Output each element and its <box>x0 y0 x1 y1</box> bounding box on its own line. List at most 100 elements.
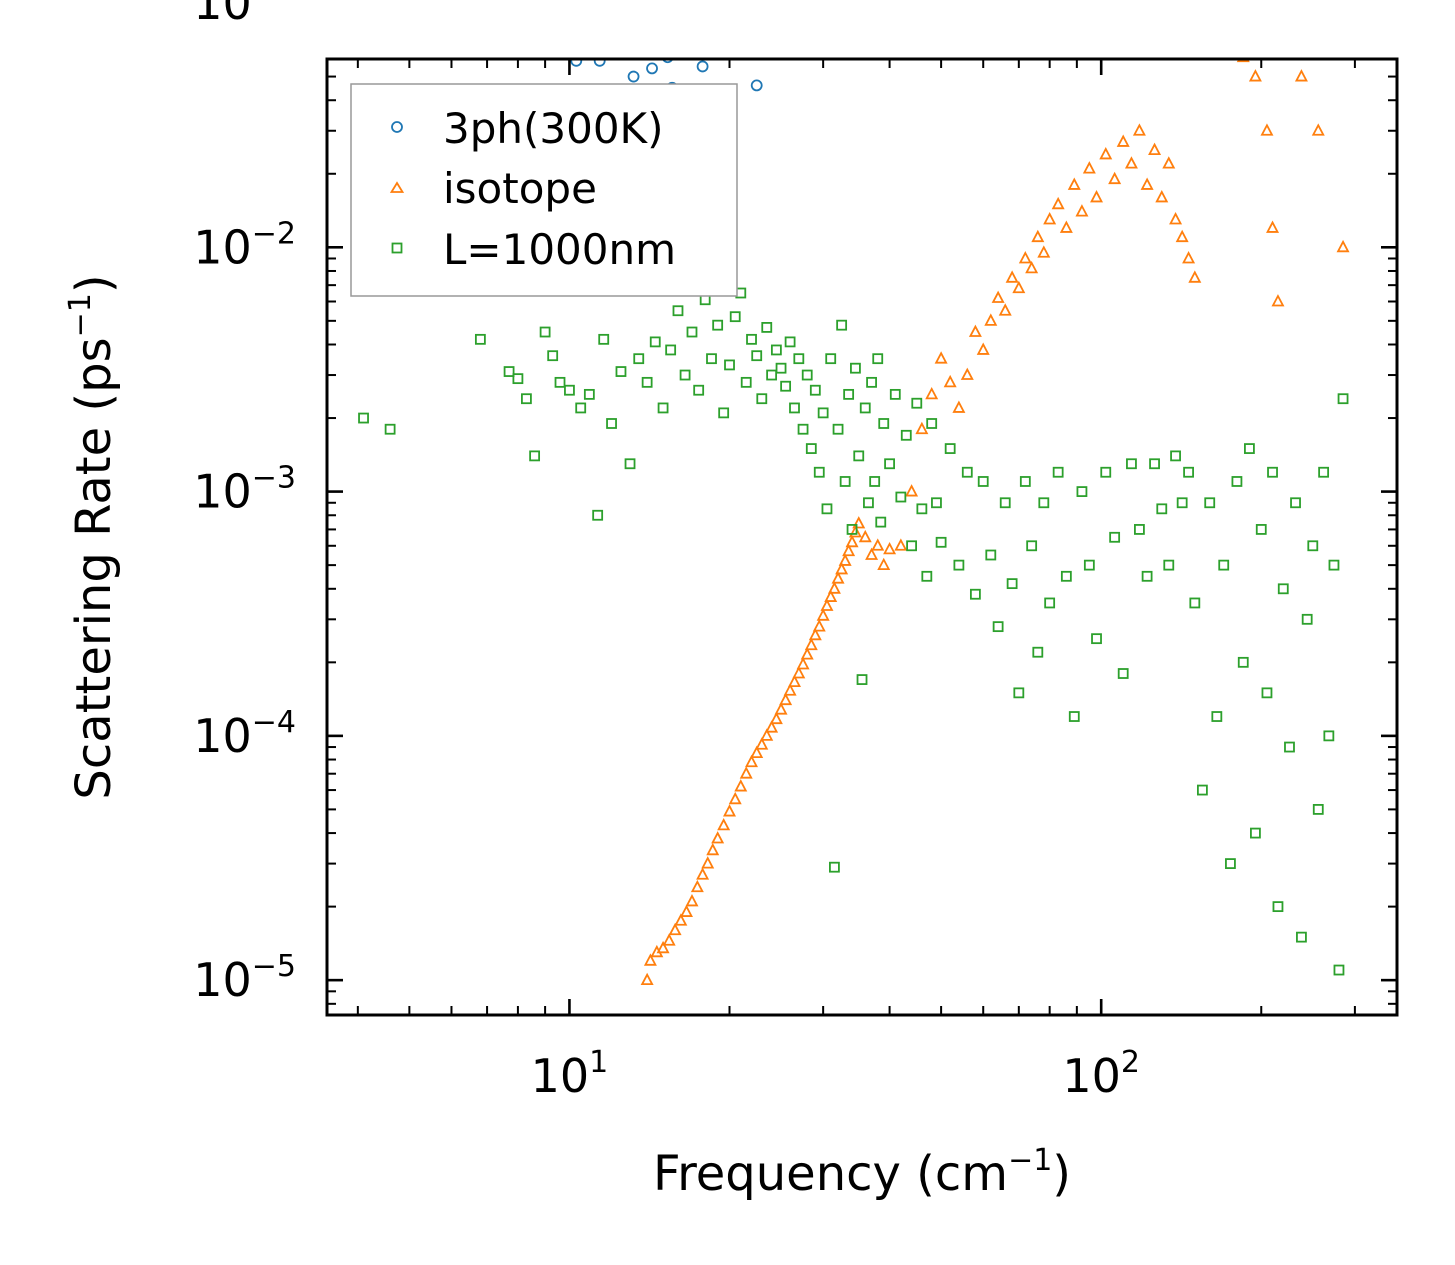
point-l1000nm <box>633 353 645 365</box>
point-l1000nm <box>1176 497 1188 509</box>
point-l1000nm <box>872 353 884 365</box>
point-isotope <box>1018 251 1032 264</box>
point-isotope <box>696 867 710 880</box>
point-l1000nm <box>775 362 787 374</box>
point-isotope <box>1336 239 1350 253</box>
point-l1000nm <box>606 418 617 429</box>
point-l1000nm <box>1267 466 1278 478</box>
point-l1000nm <box>1328 559 1340 571</box>
point-l1000nm <box>1277 583 1289 595</box>
point-isotope <box>1116 134 1130 147</box>
point-l1000nm <box>718 407 730 419</box>
point-l1000nm <box>766 369 778 381</box>
point-l1000nm <box>916 503 928 515</box>
point-l1000nm <box>1204 497 1216 509</box>
point-l1000nm <box>657 402 669 414</box>
point-l1000nm <box>1083 559 1095 571</box>
point-l1000nm <box>575 402 587 414</box>
point-isotope <box>905 484 919 497</box>
point-isotope <box>1236 59 1250 63</box>
legend-marker-3ph <box>391 121 403 133</box>
point-isotope <box>755 737 769 750</box>
point-isotope <box>808 627 822 641</box>
point-isotope <box>706 842 720 856</box>
point-l1000nm <box>969 588 981 600</box>
point-l1000nm <box>1183 466 1194 478</box>
point-isotope <box>877 557 891 571</box>
point-isotope <box>934 351 948 364</box>
point-l1000nm <box>547 350 559 362</box>
point-l1000nm <box>1060 570 1072 582</box>
point-isotope <box>1090 190 1104 203</box>
point-isotope <box>848 525 862 538</box>
legend-marker-isotope <box>389 181 405 193</box>
point-l1000nm <box>554 376 566 388</box>
point-isotope <box>1082 161 1096 174</box>
point-isotope <box>991 290 1005 303</box>
point-l1000nm <box>869 476 881 487</box>
point-l1000nm <box>1032 646 1044 658</box>
point-isotope <box>871 538 885 551</box>
point-l1000nm <box>884 458 895 470</box>
point-isotope <box>723 804 737 817</box>
legend-label-3ph: 3ph(300K) <box>443 104 663 153</box>
point-isotope <box>1025 260 1039 274</box>
point-l1000nm <box>875 516 887 528</box>
point-isotope <box>668 922 682 936</box>
legend: 3ph(300K) isotope L=1000nm <box>350 83 738 297</box>
point-l1000nm <box>1290 497 1301 509</box>
legend-item-isotope: isotope <box>389 164 597 213</box>
point-l1000nm <box>521 393 532 405</box>
x-tick-label: 101 <box>531 1045 609 1103</box>
point-isotope <box>812 619 826 632</box>
point-l1000nm <box>1231 476 1243 487</box>
y-tick-label: 10−1 <box>193 0 296 30</box>
y-tick-label: 10−5 <box>193 949 296 1007</box>
point-3ph <box>621 24 631 34</box>
point-l1000nm <box>592 509 604 521</box>
point-isotope <box>728 791 742 805</box>
point-l1000nm <box>474 333 486 345</box>
point-isotope <box>943 374 957 388</box>
point-l1000nm <box>911 397 923 409</box>
point-l1000nm <box>1312 804 1324 815</box>
point-isotope <box>1124 156 1138 169</box>
point-isotope <box>883 541 897 555</box>
point-3ph <box>524 47 534 57</box>
point-l1000nm <box>1013 687 1025 699</box>
point-isotope <box>824 589 838 602</box>
point-isotope <box>1043 212 1057 225</box>
point-l1000nm <box>1318 466 1330 478</box>
legend-label-isotope: isotope <box>443 164 597 213</box>
point-l1000nm <box>539 326 551 338</box>
point-l1000nm <box>1163 559 1175 571</box>
point-isotope <box>1132 123 1146 136</box>
point-isotope <box>1148 142 1162 155</box>
point-3ph <box>646 62 658 75</box>
point-isotope <box>842 543 856 557</box>
point-l1000nm <box>529 450 541 462</box>
point-isotope <box>1175 229 1189 243</box>
point-isotope <box>788 674 801 687</box>
point-isotope <box>745 754 759 768</box>
point-isotope <box>1059 220 1073 233</box>
point-isotope <box>820 598 834 611</box>
point-3ph <box>680 15 690 25</box>
point-isotope <box>800 647 814 660</box>
point-l1000nm <box>1019 476 1031 487</box>
point-l1000nm <box>843 388 855 400</box>
point-3ph <box>650 36 660 46</box>
point-l1000nm <box>1196 784 1208 796</box>
point-l1000nm <box>1244 443 1255 454</box>
point-3ph <box>731 3 741 13</box>
point-l1000nm <box>706 353 717 365</box>
point-isotope <box>915 421 929 435</box>
point-isotope <box>734 779 748 792</box>
point-isotope <box>643 953 657 966</box>
point-l1000nm <box>853 450 865 462</box>
point-isotope <box>1108 171 1122 185</box>
point-l1000nm <box>665 344 677 356</box>
point-isotope <box>1266 220 1280 233</box>
